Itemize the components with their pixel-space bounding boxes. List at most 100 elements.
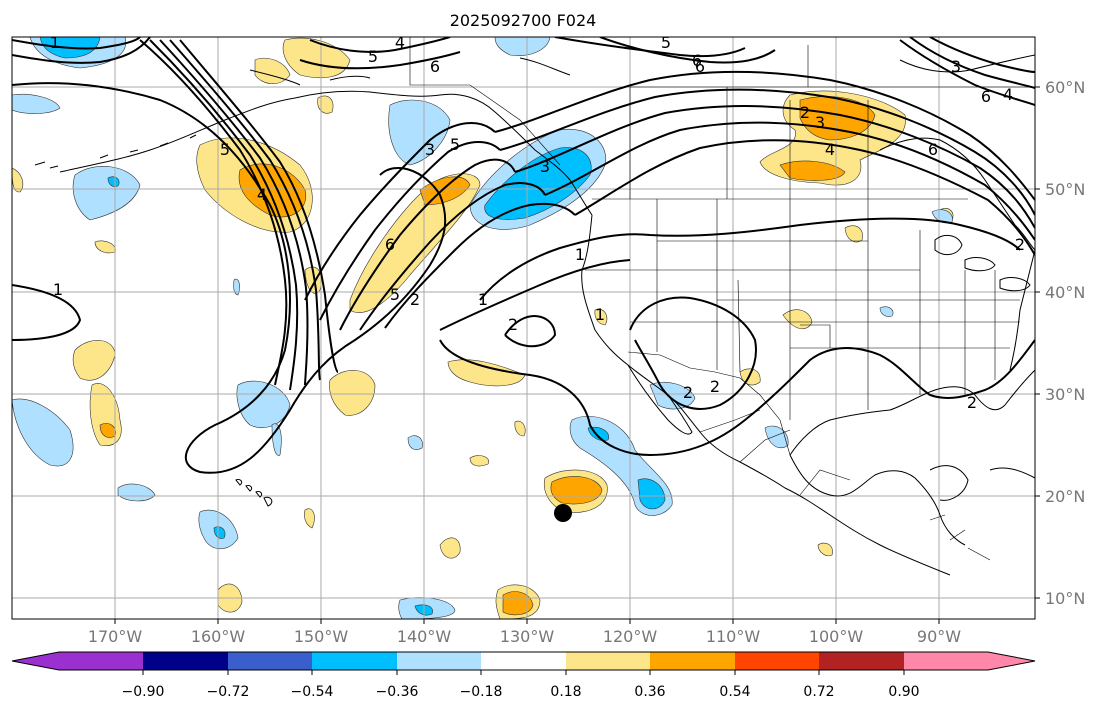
- warm-anomaly-pacific-1: [329, 370, 376, 416]
- cold-core-small-9: [213, 526, 226, 539]
- warm-anomaly-pacific-2: [447, 359, 526, 387]
- contour-label: 5: [450, 135, 460, 154]
- map-area: 1 4 5 5 6 5 6 3 6 1 5 4 3 6 5 2 1 2 3 2 …: [12, 33, 1035, 619]
- colorbar-segment: [312, 652, 398, 670]
- contour-label: 6: [695, 57, 705, 76]
- contour-label: 5: [661, 33, 671, 52]
- shaded-anomalies: [12, 37, 954, 619]
- contour-labels: 1 4 5 5 6 5 6 3 6 1 5 4 3 6 5 2 1 2 3 2 …: [50, 33, 1025, 412]
- colorbar-tick: 0.72: [803, 684, 834, 700]
- political-borders: [409, 37, 1035, 561]
- colorbar-low-arrow: [12, 652, 59, 670]
- warm-anomaly-small-8: [817, 542, 833, 557]
- lon-label: 160°W: [191, 627, 246, 646]
- lon-label: 90°W: [917, 627, 961, 646]
- warm-anomaly-west: [72, 340, 116, 381]
- colorbar-segment: [735, 652, 820, 670]
- colorbar-segment: [143, 652, 229, 670]
- colorbar-high-arrow: [988, 652, 1035, 670]
- lon-label: 130°W: [500, 627, 555, 646]
- cold-core-pacnw: [484, 147, 592, 220]
- contour-label: 6: [981, 87, 991, 106]
- colorbar-tick: 0.54: [719, 684, 750, 700]
- colorbar-tick: −0.72: [207, 684, 250, 700]
- contour-label: 2: [967, 393, 977, 412]
- latitude-labels: 60°N 50°N 40°N 30°N 20°N 10°N: [1045, 78, 1085, 608]
- black-dot: [554, 504, 572, 522]
- cold-anomaly-west-2: [12, 398, 74, 467]
- colorbar-segment: [819, 652, 905, 670]
- contour-label: 3: [951, 57, 961, 76]
- hawaii-islands: [235, 479, 273, 507]
- warm-anomaly-small-14: [594, 308, 608, 326]
- colorbar-tick: −0.54: [291, 684, 334, 700]
- contour-label: 5: [390, 285, 400, 304]
- contour-label: 4: [825, 140, 835, 159]
- lat-label: 20°N: [1045, 487, 1085, 506]
- warm-anomaly-small-6: [304, 266, 322, 294]
- lat-label: 60°N: [1045, 78, 1085, 97]
- contour-label: 6: [928, 140, 938, 159]
- colorbar-segment: [228, 652, 313, 670]
- contour-label: 5: [368, 47, 378, 66]
- contour-label: 1: [50, 33, 60, 52]
- warm-anomaly-ridge: [349, 173, 481, 313]
- lon-label: 120°W: [603, 627, 658, 646]
- warm-core-sw-2: [502, 591, 534, 616]
- cold-anomaly-west-5: [117, 483, 156, 502]
- colorbar-tick: 0.90: [888, 684, 919, 700]
- lon-label: 140°W: [397, 627, 452, 646]
- contour-label: 2: [683, 383, 693, 402]
- contour-label: 2: [1015, 235, 1025, 254]
- map-title: 2025092700 F024: [450, 11, 597, 30]
- cold-anomaly-small-2: [764, 425, 789, 449]
- cold-anomaly-top-2: [494, 37, 551, 56]
- cold-anomaly-small-5: [879, 306, 894, 317]
- warm-anomaly-small-13: [514, 420, 526, 437]
- cold-core-small-8: [107, 176, 120, 187]
- cold-anomaly-small-3: [407, 435, 423, 450]
- contour-label: 2: [508, 315, 518, 334]
- warm-anomaly-small-10: [304, 508, 315, 529]
- colorbar-tick: −0.18: [460, 684, 503, 700]
- coastlines: [34, 54, 1035, 576]
- colorbar-segment: [481, 652, 567, 670]
- contour-label: 5: [220, 140, 230, 159]
- warm-anomaly-small-5: [844, 225, 863, 243]
- contour-label: 2: [710, 377, 720, 396]
- colorbar-tick: −0.90: [122, 684, 165, 700]
- contour-label: 3: [815, 113, 825, 132]
- warm-anomaly-small-7: [12, 167, 24, 193]
- cold-anomaly-small-4: [931, 209, 953, 224]
- colorbar: −0.90 −0.72 −0.54 −0.36 −0.18 0.18 0.36 …: [11, 651, 1036, 700]
- colorbar-tick: 0.18: [550, 684, 581, 700]
- cold-anomaly-west-6: [12, 93, 61, 114]
- contour-label: 6: [385, 235, 395, 254]
- longitude-labels: 170°W 160°W 150°W 140°W 130°W 120°W 110°…: [88, 627, 961, 646]
- contour-label: 4: [1003, 85, 1013, 104]
- lon-label: 100°W: [809, 627, 864, 646]
- contour-label: 1: [575, 245, 585, 264]
- warm-anomaly-top-2: [254, 57, 291, 84]
- lat-label: 50°N: [1045, 180, 1085, 199]
- contour-label: 2: [800, 103, 810, 122]
- colorbar-segment: [904, 652, 988, 670]
- colorbar-segment: [59, 652, 144, 670]
- contour-label: 3: [540, 157, 550, 176]
- cold-anomaly-small-7: [233, 278, 240, 296]
- warm-core-sw-1: [550, 476, 603, 505]
- contour-label: 4: [395, 33, 405, 52]
- contour-label: 6: [430, 57, 440, 76]
- map-frame: [11, 36, 1036, 620]
- contour-label: 1: [53, 280, 63, 299]
- cold-anomaly-west-1: [72, 165, 141, 221]
- warm-anomaly-small-11: [469, 455, 490, 467]
- lon-label: 110°W: [706, 627, 761, 646]
- tick-marks: [114, 86, 1040, 624]
- lat-label: 10°N: [1045, 589, 1085, 608]
- colorbar-outline: [11, 651, 1036, 671]
- contour-label: 6: [692, 51, 702, 70]
- contour-label: 3: [425, 140, 435, 159]
- contour-lines: [12, 37, 1035, 474]
